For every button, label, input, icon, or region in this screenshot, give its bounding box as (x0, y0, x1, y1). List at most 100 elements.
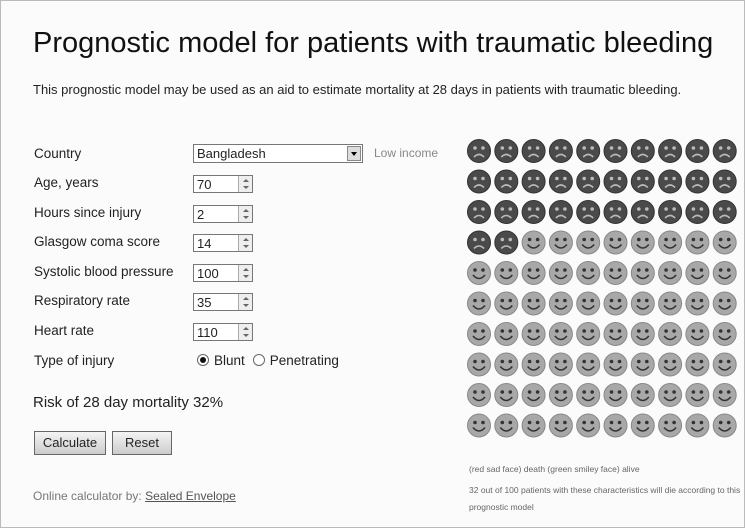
eye (535, 390, 540, 394)
face (603, 352, 628, 377)
eye (691, 237, 696, 242)
field-label: Type of injury (34, 353, 115, 368)
number-input[interactable]: 14 (193, 234, 253, 252)
face (630, 169, 655, 194)
face (521, 200, 546, 224)
smiley-face (685, 322, 710, 346)
eye (718, 329, 723, 333)
face (576, 169, 601, 194)
sad-face (630, 200, 655, 224)
smiley-face (548, 230, 573, 255)
smiley-face (603, 291, 628, 316)
country-select[interactable]: Bangladesh (193, 144, 363, 163)
number-input[interactable]: 100 (193, 263, 253, 282)
smiley-face (521, 261, 546, 285)
select-value: Bangladesh (197, 146, 266, 161)
eye (718, 268, 723, 272)
eye (508, 298, 513, 303)
eye (500, 176, 505, 181)
eye (672, 146, 676, 150)
field-label: Systolic blood pressure (34, 263, 174, 279)
eye (664, 298, 668, 303)
input-value: 35 (197, 295, 212, 310)
smiley-face (712, 383, 737, 407)
face (576, 139, 601, 163)
select-arrow (347, 146, 361, 161)
smiley-face (548, 291, 573, 316)
radio-option[interactable]: Penetrating (252, 353, 339, 368)
face (603, 200, 628, 224)
calculate-button[interactable]: Calculate (34, 431, 106, 455)
sad-face (548, 200, 573, 224)
number-input[interactable]: 110 (193, 322, 253, 341)
mouth (718, 274, 732, 280)
mouth (499, 274, 513, 280)
mouth (528, 214, 540, 219)
eye (500, 237, 505, 242)
smiley-face (712, 352, 737, 377)
income-note: Low income (374, 146, 439, 160)
eye (527, 176, 532, 181)
sad-face (712, 139, 737, 163)
face (712, 352, 737, 377)
mouth (636, 396, 650, 402)
face (576, 383, 601, 407)
eye (555, 176, 559, 181)
number-input[interactable]: 2 (193, 204, 253, 223)
smiley-face (658, 230, 683, 255)
eye (691, 298, 696, 303)
eye (637, 237, 641, 242)
smiley-face (548, 352, 573, 377)
face-legend: (red sad face) death (green smiley face)… (469, 464, 640, 474)
eye (473, 207, 477, 211)
eye (609, 237, 614, 242)
radio-option[interactable]: Blunt (197, 353, 245, 368)
eye (508, 329, 513, 333)
face (712, 413, 737, 438)
smiley-face (548, 383, 573, 407)
spinner (238, 235, 252, 251)
eye (590, 176, 594, 181)
number-input[interactable]: 70 (193, 175, 253, 193)
mouth (473, 245, 485, 250)
mouth (472, 274, 486, 280)
mouth (664, 184, 676, 189)
mouth (582, 153, 594, 158)
eye (617, 420, 622, 425)
face (658, 322, 683, 346)
eye (473, 329, 477, 333)
eye (664, 207, 668, 211)
smiley-face (603, 413, 628, 438)
face (467, 169, 491, 194)
mouth (690, 243, 705, 249)
face (467, 200, 491, 224)
face (603, 413, 628, 438)
face (576, 413, 601, 438)
mouth (554, 365, 568, 371)
eye (609, 176, 614, 181)
eye (645, 268, 649, 272)
mouth (472, 365, 486, 371)
eye (672, 329, 676, 333)
eye (637, 420, 641, 425)
eye (563, 237, 567, 242)
mouth (555, 214, 567, 219)
mouth (690, 365, 705, 371)
eye (473, 420, 477, 425)
reset-button[interactable]: Reset (112, 431, 172, 455)
eye (645, 176, 649, 181)
eye (699, 359, 704, 364)
smiley-face (576, 383, 601, 407)
mouth (554, 426, 568, 432)
face (685, 383, 710, 407)
face (576, 261, 601, 285)
face (576, 322, 601, 346)
face (712, 261, 737, 285)
footer-link[interactable]: Sealed Envelope (145, 489, 236, 503)
smiley-face (712, 230, 737, 255)
eye (699, 176, 704, 181)
mouth (663, 243, 677, 249)
radio-button (197, 354, 209, 366)
number-input[interactable]: 35 (193, 293, 253, 311)
eye (617, 207, 622, 211)
